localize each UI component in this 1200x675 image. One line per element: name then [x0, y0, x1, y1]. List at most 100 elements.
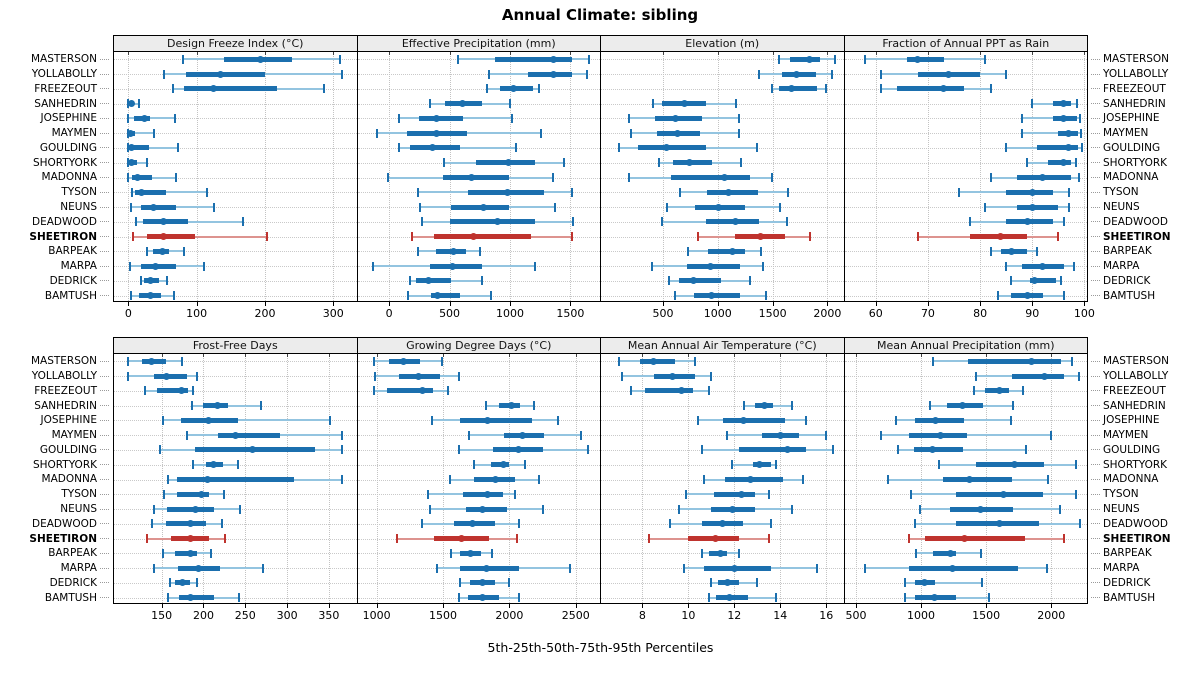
site-label: BAMTUSH [44, 591, 97, 604]
row-gridline [844, 177, 1087, 179]
cap-5th [442, 158, 445, 168]
top-tick [1032, 52, 1034, 55]
label-leader [100, 405, 109, 407]
cap-5th [130, 291, 133, 301]
median-dot [746, 476, 754, 483]
cap-95th [1036, 246, 1039, 256]
median-dot [805, 55, 813, 63]
site-label-row: DEDRICK [1088, 575, 1200, 590]
cap-95th [770, 173, 773, 182]
cap-95th [1078, 173, 1081, 182]
label-leader [1091, 295, 1100, 297]
axis-tick-label: 300 [276, 609, 298, 622]
top-tick [1051, 354, 1053, 357]
row-gridline [114, 133, 357, 135]
axis-tick [449, 302, 451, 306]
label-leader [1091, 265, 1100, 267]
cap-5th [896, 445, 899, 455]
cap-95th [1072, 261, 1075, 271]
label-leader [100, 538, 109, 540]
cap-5th [134, 217, 137, 227]
row-gridline [601, 405, 844, 407]
median-dot [707, 262, 715, 270]
cap-5th [657, 158, 660, 168]
top-tick [663, 52, 665, 55]
box-25-75 [967, 358, 1061, 364]
median-dot [507, 402, 515, 410]
cap-5th [880, 430, 883, 440]
label-leader [100, 295, 109, 297]
cap-95th [1067, 202, 1070, 212]
tick-gridline [875, 52, 877, 301]
median-dot [450, 247, 458, 255]
axis-tick-label: 0 [124, 307, 132, 320]
tick-gridline [575, 354, 577, 603]
median-dot [469, 520, 477, 528]
site-label: NEUNS [1103, 201, 1140, 214]
site-label: JOSEPHINE [40, 112, 97, 125]
cap-5th [1020, 128, 1023, 138]
site-label-row: MARPA [0, 259, 112, 274]
cap-5th [701, 445, 704, 455]
axis-tick [389, 302, 391, 306]
row-gridline [601, 390, 844, 392]
axis-tick-label: 8 [638, 609, 646, 622]
site-label: BARPEAK [1103, 245, 1152, 258]
axis-tick [376, 604, 378, 608]
median-dot [163, 372, 171, 380]
box-25-75 [1011, 373, 1064, 379]
cap-95th [524, 460, 527, 470]
site-label: YOLLABOLLY [31, 370, 97, 383]
cap-5th [421, 519, 424, 529]
site-label: SANHEDRIN [1103, 399, 1166, 412]
site-label-row: SANHEDRIN [1088, 398, 1200, 413]
row-gridline [114, 251, 357, 253]
axis-tick-label: 1500 [972, 609, 1001, 622]
cap-95th [1011, 401, 1014, 411]
site-label: MADONNA [41, 473, 97, 486]
row-gridline [844, 376, 1087, 378]
median-dot [137, 188, 145, 196]
site-label-row: DEDRICK [0, 273, 112, 288]
cap-95th [770, 519, 773, 529]
label-leader [100, 597, 109, 599]
whisker-5-95 [904, 581, 982, 584]
median-dot [977, 505, 985, 513]
cap-95th [1079, 519, 1082, 529]
row-gridline [114, 582, 357, 584]
box-25-75 [896, 86, 965, 92]
cap-5th [984, 202, 987, 212]
median-dot [1039, 174, 1047, 181]
cap-5th [864, 54, 867, 64]
row-gridline [601, 464, 844, 466]
cap-95th [740, 158, 743, 168]
cap-95th [491, 548, 494, 558]
cap-5th [448, 475, 451, 484]
axis-tick [264, 302, 266, 306]
site-label-row: DEADWOOD [0, 516, 112, 531]
cap-95th [832, 445, 835, 455]
cap-5th [467, 430, 470, 440]
site-label: MADONNA [41, 171, 97, 184]
box-25-75 [418, 115, 464, 121]
axis-tick [442, 604, 444, 608]
label-leader [1091, 538, 1100, 540]
median-dot [159, 218, 167, 226]
median-dot [672, 114, 680, 122]
axis-tick [161, 604, 163, 608]
median-dot [433, 114, 441, 122]
median-dot [1065, 144, 1073, 152]
median-dot [947, 549, 955, 557]
site-label: SHORTYORK [32, 156, 97, 169]
cap-5th [485, 401, 488, 411]
box-25-75 [186, 71, 265, 77]
cap-95th [205, 187, 208, 197]
axis-tick-label: 500 [652, 307, 674, 320]
median-dot [1060, 159, 1068, 167]
median-dot [504, 159, 512, 167]
median-dot [662, 144, 670, 152]
median-dot [740, 416, 747, 424]
box-25-75 [415, 278, 451, 284]
cap-95th [236, 460, 239, 470]
cap-95th [568, 563, 571, 573]
